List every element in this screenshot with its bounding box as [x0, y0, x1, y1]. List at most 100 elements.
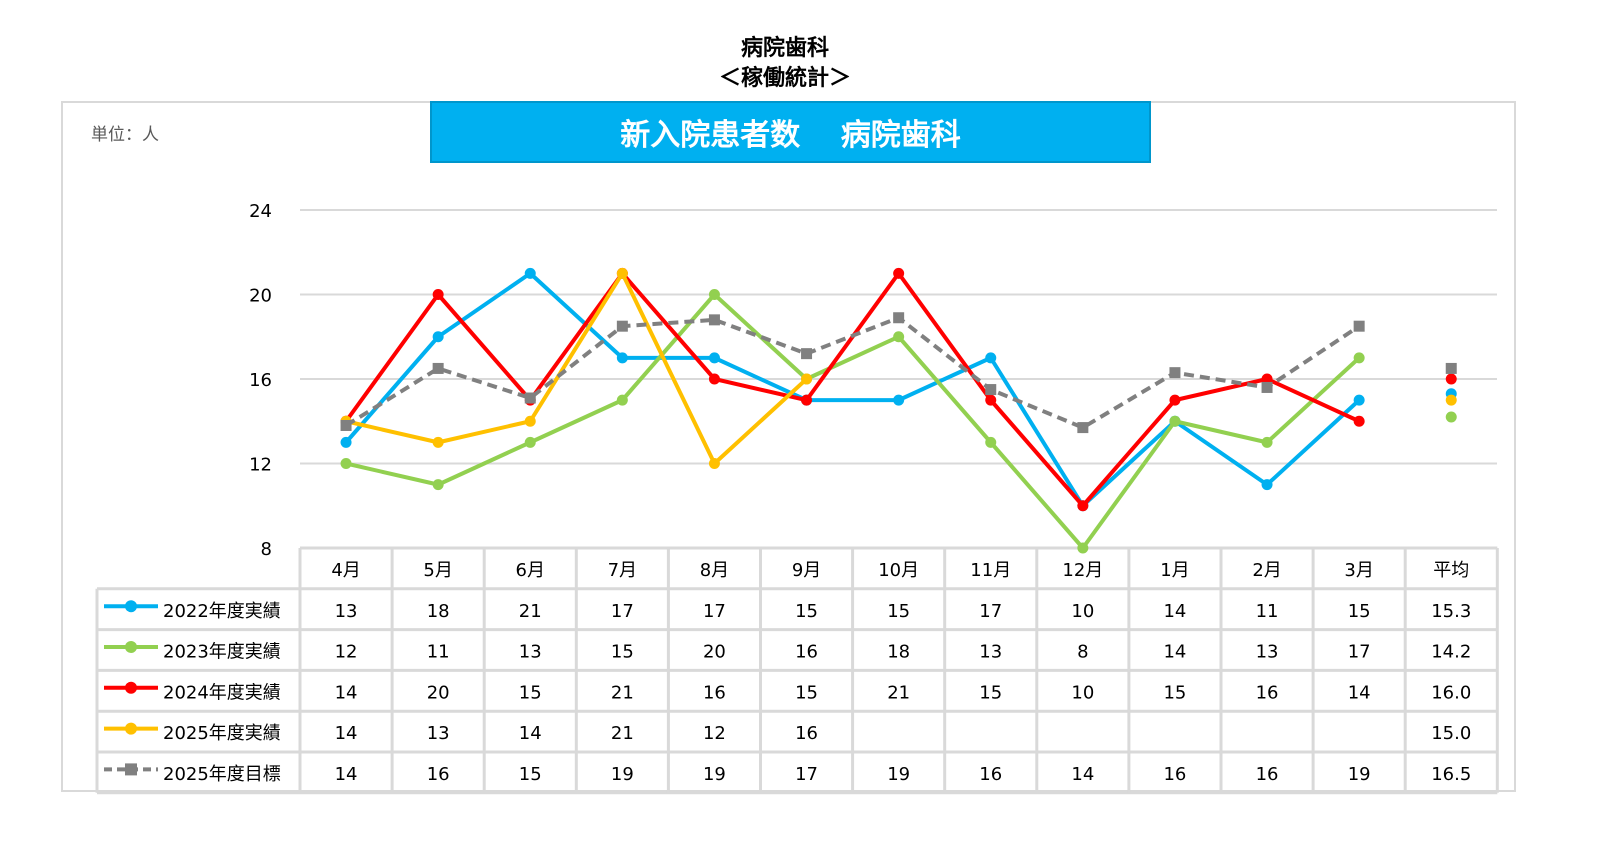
table-cell: 15: [519, 764, 542, 785]
data-point: [1169, 394, 1181, 406]
y-tick-label: 20: [249, 286, 272, 307]
table-cell: 19: [703, 764, 726, 785]
table-cell: 17: [979, 601, 1002, 622]
x-category-label: 9月: [792, 560, 821, 581]
table-cell: 20: [427, 682, 450, 703]
series-line: [345, 271, 808, 466]
table-cell: 16: [795, 723, 818, 744]
data-point: [1077, 422, 1089, 434]
table-cell: 20: [703, 642, 726, 663]
x-category-label: 平均: [1433, 560, 1469, 581]
table-cell: 16: [979, 764, 1002, 785]
data-point: [1445, 362, 1457, 374]
x-category-label: 2月: [1252, 560, 1281, 581]
data-point: [801, 348, 813, 360]
data-point: [432, 362, 444, 374]
data-point: [1077, 542, 1089, 554]
table-cell: 17: [611, 601, 634, 622]
table-cell: 10: [1071, 601, 1094, 622]
data-point: [432, 436, 444, 448]
table-cell: 16: [1163, 764, 1186, 785]
data-point: [1445, 394, 1457, 406]
table-cell: 14: [335, 723, 358, 744]
table-cell: 16: [1256, 682, 1279, 703]
table-cell: 13: [427, 723, 450, 744]
data-point: [708, 373, 720, 385]
series-line: [344, 315, 1361, 430]
table-cell: 15: [795, 682, 818, 703]
y-tick-label: 24: [249, 201, 272, 222]
series-line: [344, 271, 1361, 508]
table-cell: 14: [1163, 601, 1186, 622]
legend-label: 2022年度実績: [163, 601, 281, 622]
data-point: [985, 394, 997, 406]
table-cell: 11: [1256, 601, 1279, 622]
data-point: [1169, 415, 1181, 427]
y-tick-label: 16: [249, 370, 272, 391]
table-cell: 21: [611, 723, 634, 744]
table-cell: 16: [427, 764, 450, 785]
data-point: [432, 331, 444, 343]
table-cell: 19: [887, 764, 910, 785]
page-title: 病院歯科: [740, 36, 829, 61]
table-cell: 16: [795, 642, 818, 663]
table-cell: 15.0: [1431, 723, 1471, 744]
data-point: [340, 458, 352, 469]
table-cell: 21: [611, 682, 634, 703]
data-point: [616, 352, 628, 364]
data-point: [524, 415, 536, 427]
data-point: [801, 373, 813, 385]
data-point: [893, 312, 905, 324]
data-point: [340, 436, 352, 448]
data-point: [985, 352, 997, 364]
data-point: [616, 320, 628, 332]
data-point: [524, 267, 536, 279]
x-category-label: 1月: [1160, 560, 1189, 581]
x-category-label: 3月: [1344, 560, 1373, 581]
table-cell: 15: [795, 601, 818, 622]
legend-label: 2023年度実績: [163, 642, 281, 663]
data-point: [524, 436, 536, 448]
x-category-label: 7月: [608, 560, 637, 581]
table-cell: 17: [795, 764, 818, 785]
data-point: [708, 458, 720, 469]
table-cell: 16.5: [1431, 764, 1471, 785]
data-point: [1445, 411, 1457, 423]
series-line: [344, 271, 1360, 508]
table-cell: 15: [1163, 682, 1186, 703]
data-point: [1261, 373, 1273, 385]
table-cell: 15: [887, 601, 910, 622]
data-point: [340, 419, 352, 431]
y-tick-label: 12: [249, 455, 272, 476]
table-cell: 16.0: [1431, 682, 1471, 703]
y-tick-label: 8: [261, 539, 272, 560]
table-cell: 11: [427, 642, 450, 663]
legend-marker: [125, 681, 137, 694]
table-cell: 15: [1348, 601, 1371, 622]
table-cell: 16: [1256, 764, 1279, 785]
data-point: [1261, 479, 1273, 491]
data-point: [708, 352, 720, 364]
data-point: [1353, 352, 1365, 364]
x-category-label: 4月: [331, 560, 360, 581]
table-cell: 14: [1163, 642, 1186, 663]
data-point: [985, 436, 997, 448]
x-category-label: 12月: [1062, 560, 1103, 581]
table-cell: 14: [1348, 682, 1371, 703]
chart-title: 新入院患者数 病院歯科: [430, 101, 1151, 163]
table-cell: 19: [611, 764, 634, 785]
table-cell: 14: [335, 682, 358, 703]
legend-label: 2025年度目標: [163, 764, 281, 785]
table-cell: 18: [427, 601, 450, 622]
table-cell: 17: [703, 601, 726, 622]
table-cell: 15.3: [1431, 601, 1471, 622]
data-point: [708, 289, 720, 300]
data-point: [616, 267, 628, 279]
table-cell: 13: [519, 642, 542, 663]
data-point: [1353, 394, 1365, 406]
x-category-label: 10月: [878, 560, 919, 581]
table-cell: 12: [703, 723, 726, 744]
series-line: [345, 292, 1361, 550]
